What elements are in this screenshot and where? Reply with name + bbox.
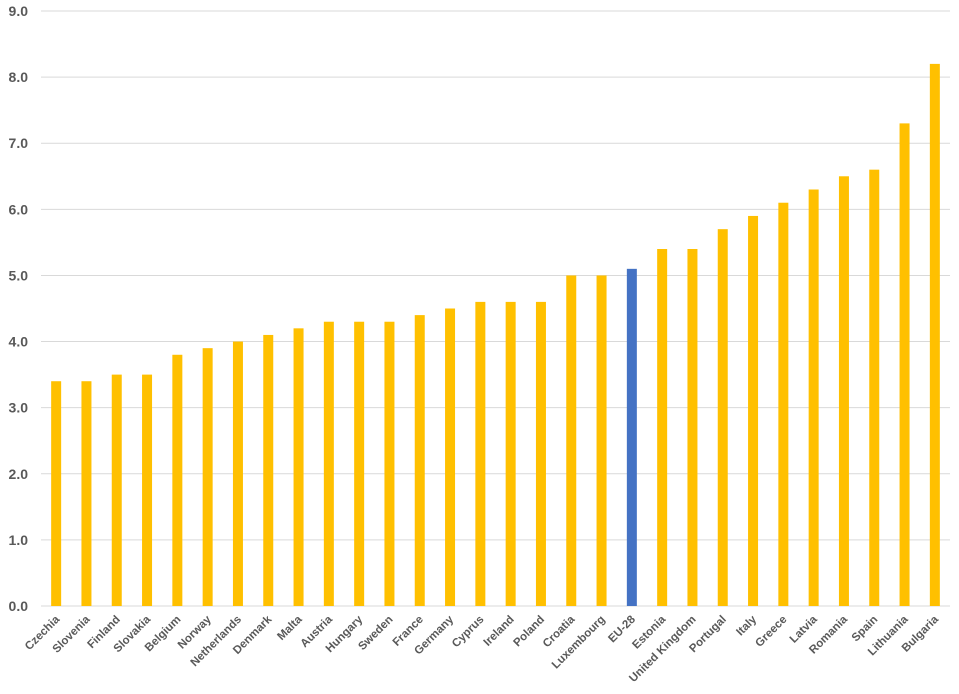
y-tick-label: 5.0: [9, 267, 29, 283]
bars: [51, 63, 940, 606]
bar-norway: [202, 348, 213, 606]
x-axis-labels: CzechiaSloveniaFinlandSlovakiaBelgiumNor…: [23, 613, 941, 685]
bar-malta: [293, 328, 304, 606]
bar-france: [414, 315, 425, 606]
bar-sweden: [384, 321, 395, 606]
bar-croatia: [566, 275, 577, 606]
bar-estonia: [657, 249, 668, 606]
gridlines: [41, 10, 950, 607]
bar-germany: [445, 308, 456, 606]
bar-austria: [323, 321, 334, 606]
y-tick-label: 4.0: [9, 334, 29, 350]
bar-netherlands: [232, 341, 243, 606]
bar-finland: [111, 374, 122, 606]
bar-slovakia: [142, 374, 153, 606]
y-tick-label: 7.0: [9, 135, 29, 151]
y-tick-label: 6.0: [9, 201, 29, 217]
bar-portugal: [717, 229, 728, 606]
bar-hungary: [354, 321, 365, 606]
bar-lithuania: [899, 123, 910, 606]
bar-united-kingdom: [687, 249, 698, 606]
bar-belgium: [172, 354, 183, 606]
y-tick-label: 9.0: [9, 3, 29, 19]
y-tick-label: 2.0: [9, 466, 29, 482]
bar-denmark: [263, 334, 274, 606]
y-axis-ticks: 0.0 1.0 2.0 3.0 4.0 5.0 6.0 7.0 8.0 9.0: [9, 3, 29, 614]
y-tick-label: 3.0: [9, 400, 29, 416]
y-tick-label: 8.0: [9, 69, 29, 85]
bar-eu-28: [626, 268, 637, 606]
x-tick-label: Italy: [734, 613, 759, 638]
bar-luxembourg: [596, 275, 607, 606]
bar-romania: [838, 176, 849, 606]
x-tick-label: Cyprus: [450, 614, 487, 651]
bar-italy: [748, 215, 759, 606]
bar-slovenia: [81, 381, 92, 606]
x-tick-label: Luxembourg: [550, 614, 608, 672]
bar-poland: [535, 301, 546, 606]
bar-czechia: [51, 381, 62, 606]
y-tick-label: 1.0: [9, 532, 29, 548]
bar-latvia: [808, 189, 819, 606]
bar-greece: [778, 202, 789, 606]
bar-bulgaria: [929, 63, 940, 606]
x-tick-label: Greece: [753, 614, 789, 650]
bar-cyprus: [475, 301, 486, 606]
x-tick-label: Ireland: [482, 614, 517, 649]
bar-spain: [869, 169, 880, 606]
bar-ireland: [505, 301, 516, 606]
y-tick-label: 0.0: [9, 598, 29, 614]
